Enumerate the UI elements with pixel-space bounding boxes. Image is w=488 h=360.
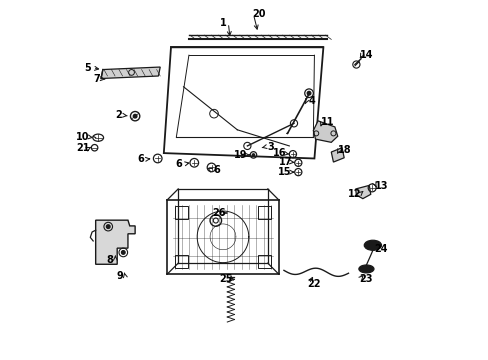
- Text: 13: 13: [374, 181, 387, 192]
- Text: 25: 25: [219, 274, 232, 284]
- Text: 3: 3: [266, 142, 273, 152]
- Circle shape: [106, 225, 110, 228]
- Text: 26: 26: [211, 208, 225, 218]
- Text: 5: 5: [84, 63, 91, 73]
- Polygon shape: [101, 67, 160, 78]
- Text: 17: 17: [279, 157, 292, 167]
- Text: 6: 6: [176, 159, 182, 169]
- Bar: [175, 255, 188, 268]
- Text: 6: 6: [213, 165, 220, 175]
- Bar: [175, 206, 188, 219]
- Text: 6: 6: [138, 154, 144, 164]
- Text: 20: 20: [252, 9, 265, 19]
- Text: 21: 21: [76, 143, 90, 153]
- Bar: [257, 206, 270, 219]
- Text: 7: 7: [93, 74, 100, 84]
- Bar: [257, 255, 270, 268]
- Polygon shape: [313, 121, 337, 142]
- Circle shape: [121, 251, 125, 254]
- Text: 12: 12: [347, 189, 361, 199]
- Circle shape: [252, 154, 254, 156]
- Polygon shape: [96, 220, 135, 264]
- Text: 22: 22: [307, 279, 321, 289]
- Text: 1: 1: [219, 18, 226, 28]
- Circle shape: [133, 114, 137, 118]
- Text: 2: 2: [115, 111, 122, 121]
- Text: 18: 18: [337, 144, 351, 154]
- Text: 4: 4: [308, 96, 315, 106]
- Text: 14: 14: [360, 50, 373, 60]
- Text: 19: 19: [234, 150, 247, 160]
- Text: 10: 10: [76, 132, 90, 142]
- Polygon shape: [355, 185, 370, 199]
- Text: 16: 16: [272, 148, 286, 158]
- Circle shape: [306, 91, 310, 95]
- Text: 8: 8: [106, 255, 113, 265]
- Text: 15: 15: [277, 167, 291, 177]
- Ellipse shape: [364, 240, 381, 250]
- Text: 9: 9: [116, 271, 123, 281]
- Text: 11: 11: [320, 117, 334, 127]
- Text: 23: 23: [358, 274, 372, 284]
- Polygon shape: [330, 148, 344, 162]
- Ellipse shape: [358, 265, 373, 273]
- Text: 24: 24: [374, 244, 387, 254]
